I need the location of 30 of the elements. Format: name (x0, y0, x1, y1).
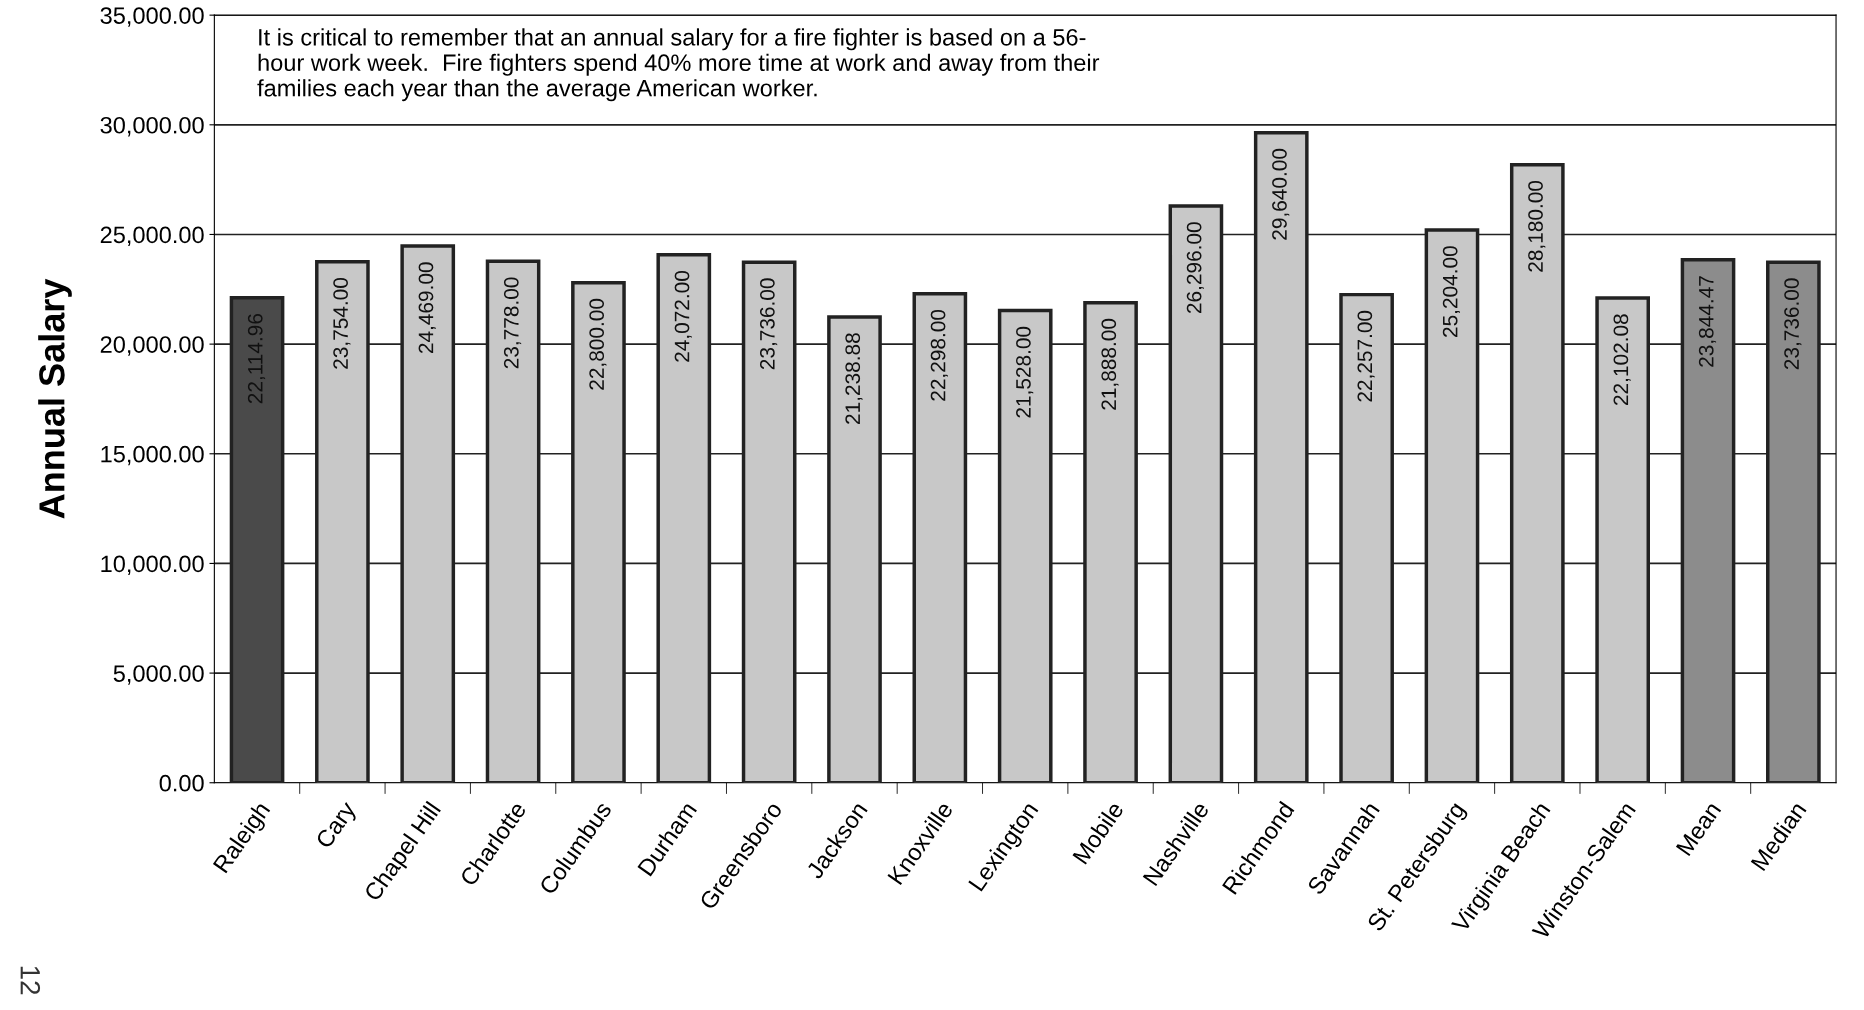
y-tick-label: 5,000.00 (113, 665, 204, 685)
y-tick-label: 10,000.00 (101, 555, 204, 576)
data-label: 23,736.00 (759, 278, 778, 370)
data-label: 23,778.00 (503, 277, 522, 369)
data-label: 24,469.00 (418, 262, 436, 354)
data-label: 23,736.00 (1784, 278, 1802, 370)
data-label: 25,204.00 (1442, 246, 1461, 337)
data-label: 22,800.00 (589, 298, 607, 390)
y-tick-label: 25,000.00 (100, 226, 204, 247)
annotation: It is critical to remember that an annual salary for a fire fighter is based on a 56- hour work week. Fire fighters spend 40% more time at work and away from their families each year than the average American worker. (257, 28, 1100, 102)
data-label: 21,888.00 (1101, 318, 1119, 410)
data-label: 22,298.00 (930, 309, 948, 401)
y-axis-title: Annual Salary (38, 278, 72, 519)
data-label: 26,296.00 (1186, 222, 1204, 314)
data-label: 22,114.96 (247, 314, 266, 404)
y-tick-label: 0.00 (159, 774, 204, 792)
y-tick-label: 20,000.00 (100, 336, 204, 356)
data-label: 24,072.00 (674, 270, 692, 362)
text: 12 (20, 966, 41, 995)
y-tick-label: 35,000.00 (100, 7, 204, 27)
data-label: 29,640.00 (1272, 148, 1290, 240)
data-label: 21,238.88 (845, 333, 863, 424)
y-tick-label: 15,000.00 (101, 445, 204, 466)
data-label: 28,180.00 (1528, 180, 1546, 272)
y-tick-label: 30,000.00 (100, 116, 204, 137)
data-label: 21,528.00 (1016, 326, 1034, 418)
data-label: 23,844.47 (1698, 276, 1717, 367)
data-label: 22,102.08 (1613, 314, 1631, 405)
data-label: 23,754.00 (333, 277, 351, 369)
data-label: 22,257.00 (1357, 310, 1375, 402)
